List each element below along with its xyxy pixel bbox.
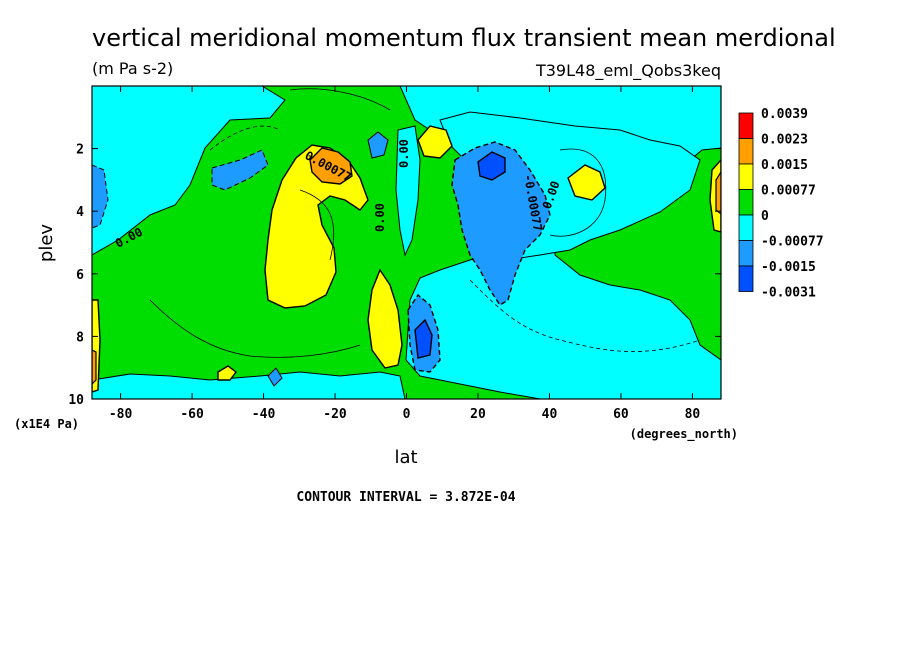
x-tick-label: -20 <box>323 407 347 422</box>
region-yellow-sh <box>264 144 369 309</box>
legend-label: 0.0039 <box>761 107 808 122</box>
x-tick-label: 80 <box>685 407 701 422</box>
legend-swatch <box>738 265 754 292</box>
x-axis-title: lat <box>394 447 417 468</box>
x-axis: -80 -60 -40 -20 0 20 40 60 80 <box>109 86 701 422</box>
legend-swatch <box>738 112 754 139</box>
region-yellow-sm <box>217 365 237 381</box>
plot-area: 0.00 0.00 0.00 0.00 0.00077 -0.00077 <box>92 86 721 399</box>
contour-label: 0.00 <box>397 139 411 168</box>
x-tick-label: 20 <box>470 407 486 422</box>
region-darkblue-ne <box>477 151 506 181</box>
x-axis-units: (degrees_north) <box>630 427 738 442</box>
contour-line-5 <box>289 88 391 111</box>
contour-interval-note: CONTOUR INTERVAL = 3.872E-04 <box>296 490 515 505</box>
y-axis-units: (x1E4 Pa) <box>14 417 79 431</box>
legend-label: 0.0023 <box>761 133 808 148</box>
chart-title: vertical meridional momentum flux transi… <box>92 24 836 52</box>
region-orange-e <box>715 170 721 215</box>
contour-line-2 <box>549 148 607 237</box>
region-cyan-eq <box>395 125 421 257</box>
dataset-label: T39L48_eml_Qobs3keq <box>535 61 721 81</box>
legend-swatch <box>738 214 754 241</box>
legend-label: -0.0015 <box>761 260 816 275</box>
region-cyan-se <box>92 371 406 399</box>
legend-swatch <box>738 189 754 216</box>
legend-label: 0.0015 <box>761 158 808 173</box>
y-tick-label: 8 <box>76 330 84 345</box>
units-label: (m Pa s-2) <box>92 59 173 78</box>
contour-line-3 <box>469 279 701 352</box>
x-tick-label: -60 <box>180 407 204 422</box>
colorbar-legend: 0.0039 0.0023 0.0015 0.00077 0 -0.00077 -0.001… <box>738 107 824 301</box>
region-darkblue-eq <box>414 318 433 359</box>
region-blue-sm1 <box>267 367 283 387</box>
x-tick-label: 40 <box>542 407 558 422</box>
x-tick-label: -80 <box>109 407 133 422</box>
region-blue-w-edge <box>92 164 109 229</box>
legend-label: -0.00077 <box>761 235 824 250</box>
x-tick-label: -40 <box>252 407 276 422</box>
legend-swatch <box>738 163 754 190</box>
y-tick-label: 6 <box>76 268 84 283</box>
contour-line-1 <box>209 125 281 151</box>
legend-swatch <box>738 240 754 267</box>
contour-line-4 <box>149 299 361 358</box>
region-blue-sm2 <box>367 131 389 159</box>
x-tick-label: 60 <box>613 407 629 422</box>
region-cyan-nw <box>92 86 286 256</box>
x-tick-label: 0 <box>403 407 411 422</box>
region-orange-sh <box>309 147 353 185</box>
y-tick-label: 2 <box>76 143 84 158</box>
region-yellow-upper-nh <box>417 125 453 159</box>
y-tick-label: 4 <box>76 205 84 220</box>
y-axis-title: plev <box>36 224 57 263</box>
legend-swatch <box>738 138 754 165</box>
legend-label: 0 <box>761 209 769 224</box>
legend-label: 0.00077 <box>761 184 816 199</box>
contour-label: 0.00 <box>373 203 387 232</box>
y-tick-label: 10 <box>68 393 84 408</box>
y-axis: 2 4 6 8 10 <box>68 143 721 408</box>
legend-label: -0.0031 <box>761 286 816 301</box>
contour-line-6 <box>299 189 334 261</box>
region-blue-ne <box>451 141 551 306</box>
region-yellow-nh <box>567 164 606 201</box>
region-yellow-eq <box>367 268 403 369</box>
region-blue-nw <box>211 149 269 191</box>
region-orange-w <box>92 349 97 385</box>
